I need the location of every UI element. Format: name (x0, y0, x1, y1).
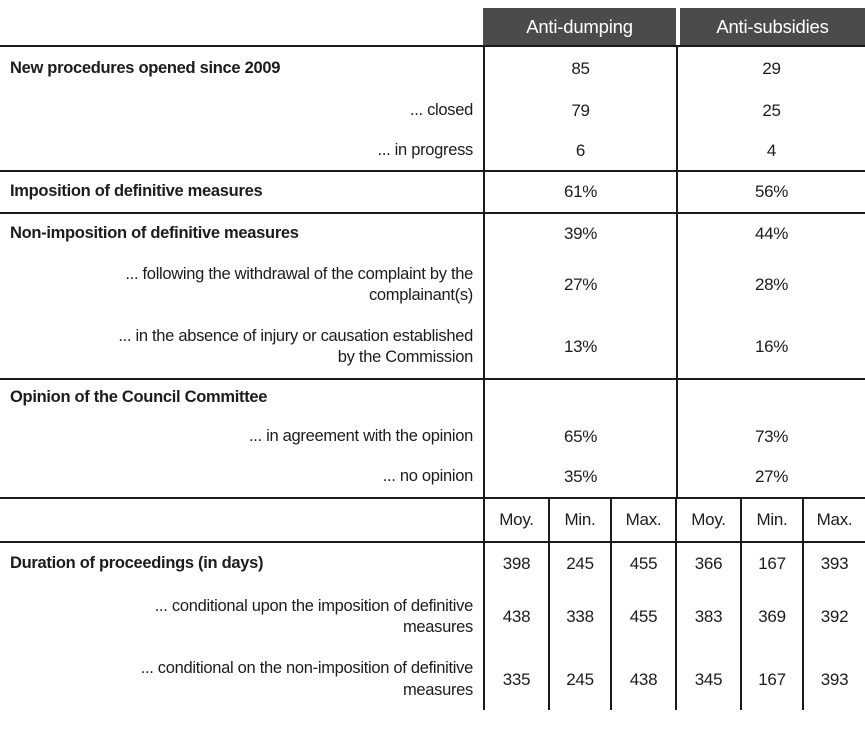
subheader-spacer (0, 499, 483, 541)
row-conditional-imposition: ... conditional upon the imposition of d… (0, 585, 865, 649)
value-min-anti-dumping: 245 (548, 543, 610, 585)
row-label: ... in progress (377, 140, 474, 159)
value-anti-subsidies: 28% (676, 254, 865, 316)
value-anti-dumping: 27% (483, 254, 676, 316)
value-max-anti-dumping: 455 (610, 585, 675, 649)
value-moy-anti-dumping: 438 (483, 585, 548, 649)
value-anti-subsidies: 44% (676, 214, 865, 254)
value-max-anti-dumping: 438 (610, 649, 675, 710)
value-anti-dumping: 85 (483, 47, 676, 91)
value-max-anti-subsidies: 393 (802, 543, 865, 585)
value-moy-anti-dumping: 335 (483, 649, 548, 710)
bottom-margin (0, 710, 865, 729)
column-header-anti-dumping: Anti-dumping (483, 8, 676, 45)
row-label: Imposition of definitive measures (10, 182, 263, 201)
value-anti-dumping: 35% (483, 457, 676, 497)
value-anti-subsidies: 27% (676, 457, 865, 497)
value-anti-subsidies: 4 (676, 131, 865, 170)
row-label: Non-imposition of definitive measures (10, 224, 299, 243)
row-conditional-non-imposition: ... conditional on the non-imposition of… (0, 649, 865, 710)
value-min-anti-subsidies: 369 (740, 585, 802, 649)
value-anti-subsidies: 29 (676, 47, 865, 91)
subheader-moy-anti-dumping: Moy. (483, 499, 548, 541)
row-no-opinion: ... no opinion 35% 27% (0, 457, 865, 497)
subheader-min-anti-dumping: Min. (548, 499, 610, 541)
row-label: Opinion of the Council Committee (10, 388, 268, 407)
row-in-agreement: ... in agreement with the opinion 65% 73… (0, 416, 865, 457)
row-label: New procedures opened since 2009 (10, 59, 281, 78)
row-closed: ... closed 79 25 (0, 91, 865, 131)
value-anti-dumping (483, 380, 676, 416)
subheader-max-anti-dumping: Max. (610, 499, 675, 541)
value-max-anti-dumping: 455 (610, 543, 675, 585)
row-label: ... no opinion (382, 467, 474, 486)
row-absence-injury: ... in the absence of injury or causatio… (0, 316, 865, 378)
row-label: ... conditional upon the imposition of d… (154, 596, 474, 636)
value-anti-subsidies: 25 (676, 91, 865, 131)
row-label: ... in the absence of injury or causatio… (118, 326, 473, 366)
value-moy-anti-subsidies: 366 (675, 543, 740, 585)
row-duration: Duration of proceedings (in days) 398 24… (0, 541, 865, 585)
value-max-anti-subsidies: 393 (802, 649, 865, 710)
value-min-anti-subsidies: 167 (740, 543, 802, 585)
row-opinion-committee: Opinion of the Council Committee (0, 378, 865, 416)
row-label: ... following the withdrawal of the comp… (125, 264, 473, 304)
value-moy-anti-subsidies: 345 (675, 649, 740, 710)
value-min-anti-dumping: 245 (548, 649, 610, 710)
value-anti-dumping: 61% (483, 172, 676, 212)
value-anti-subsidies: 73% (676, 416, 865, 457)
column-header-anti-subsidies: Anti-subsidies (676, 8, 865, 45)
value-anti-dumping: 6 (483, 131, 676, 170)
row-withdrawal: ... following the withdrawal of the comp… (0, 254, 865, 316)
subheader-min-anti-subsidies: Min. (740, 499, 802, 541)
value-moy-anti-dumping: 398 (483, 543, 548, 585)
subheader-moy-anti-subsidies: Moy. (675, 499, 740, 541)
value-max-anti-subsidies: 392 (802, 585, 865, 649)
value-anti-dumping: 65% (483, 416, 676, 457)
value-anti-subsidies (676, 380, 865, 416)
row-label: ... in agreement with the opinion (249, 426, 473, 445)
row-non-imposition: Non-imposition of definitive measures 39… (0, 212, 865, 254)
value-anti-subsidies: 56% (676, 172, 865, 212)
value-anti-dumping: 13% (483, 316, 676, 378)
value-anti-subsidies: 16% (676, 316, 865, 378)
value-min-anti-dumping: 338 (548, 585, 610, 649)
value-min-anti-subsidies: 167 (740, 649, 802, 710)
table-header-row: Anti-dumping Anti-subsidies (0, 0, 865, 47)
subheader-max-anti-subsidies: Max. (802, 499, 865, 541)
row-new-procedures: New procedures opened since 2009 85 29 (0, 47, 865, 91)
row-label: Duration of proceedings (in days) (10, 554, 264, 573)
row-imposition: Imposition of definitive measures 61% 56… (0, 170, 865, 212)
row-label: ... conditional on the non-imposition of… (140, 659, 474, 699)
value-moy-anti-subsidies: 383 (675, 585, 740, 649)
value-anti-dumping: 39% (483, 214, 676, 254)
value-anti-dumping: 79 (483, 91, 676, 131)
subheader-row: Moy. Min. Max. Moy. Min. Max. (0, 497, 865, 541)
row-label: ... closed (409, 101, 473, 120)
row-in-progress: ... in progress 6 4 (0, 131, 865, 170)
